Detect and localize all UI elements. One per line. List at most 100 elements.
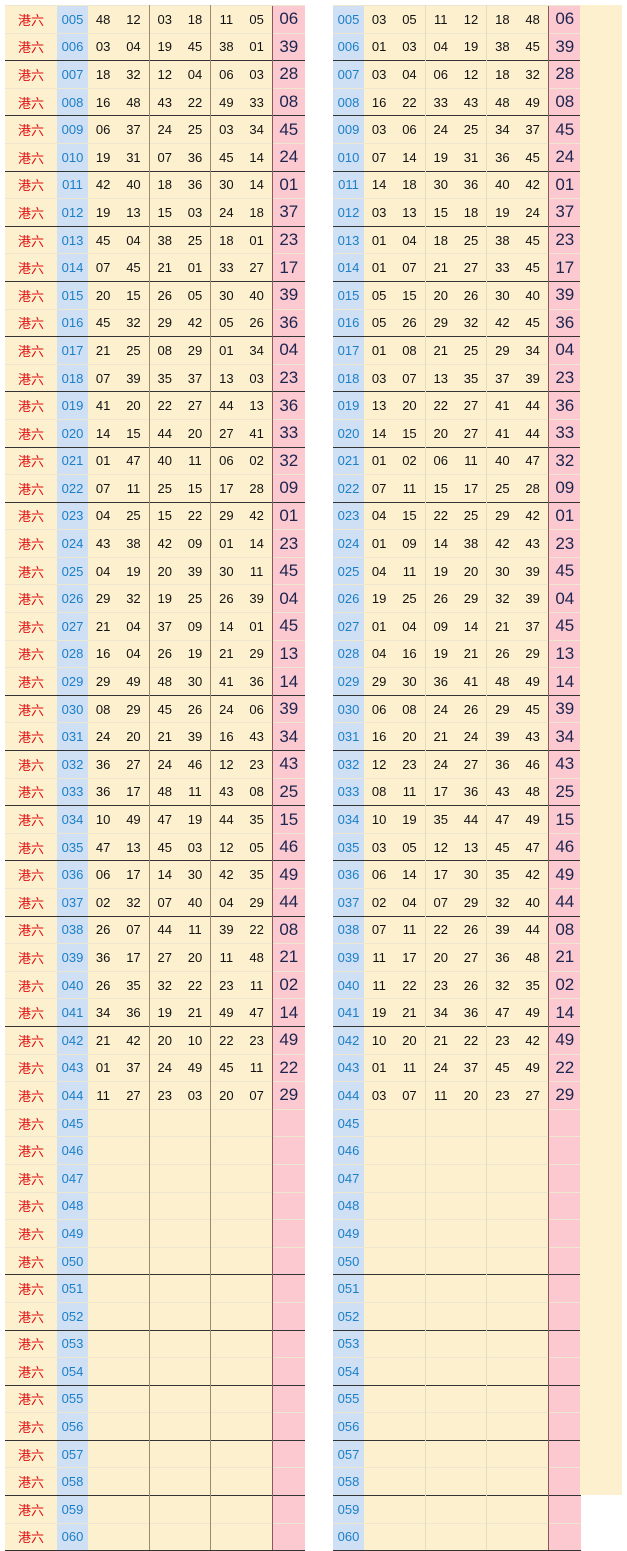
special-number: 04 xyxy=(547,336,581,365)
issue-number: 013 xyxy=(333,225,364,254)
special-number xyxy=(547,1246,581,1275)
number-cell: 49 xyxy=(179,1053,212,1082)
number-cell xyxy=(241,1274,273,1303)
issue-number: 037 xyxy=(333,888,364,917)
sorted-number-cell: 26 xyxy=(455,970,488,999)
number-cell: 36 xyxy=(179,170,212,199)
number-cell: 49 xyxy=(118,805,150,834)
issue-number: 024 xyxy=(57,529,88,558)
sorted-number-cell: 44 xyxy=(517,391,549,420)
sorted-number-cell xyxy=(425,1301,456,1330)
sorted-number-cell: 39 xyxy=(517,363,549,392)
number-cell: 05 xyxy=(210,308,242,337)
issue-number: 027 xyxy=(57,612,88,641)
special-number xyxy=(271,1357,305,1386)
sorted-number-cell: 01 xyxy=(364,529,395,558)
table-row: 港六 019 41 20 22 27 44 13 36 xyxy=(5,391,305,420)
table-row: 042 10 20 21 22 23 42 49 xyxy=(333,1025,581,1055)
sorted-number-cell: 17 xyxy=(425,860,456,889)
sorted-number-cell xyxy=(364,1357,395,1386)
number-cell xyxy=(179,1467,212,1496)
issue-number: 035 xyxy=(57,832,88,861)
sorted-number-cell: 12 xyxy=(364,750,395,779)
sorted-number-cell xyxy=(394,1136,426,1165)
sorted-number-cell: 29 xyxy=(455,584,488,613)
issue-number: 021 xyxy=(57,446,88,475)
number-cell: 24 xyxy=(149,1053,180,1082)
sorted-number-cell: 19 xyxy=(455,32,488,61)
table-row: 020 14 15 20 27 41 44 33 xyxy=(333,418,581,447)
sorted-number-cell: 25 xyxy=(455,336,488,365)
sorted-number-cell: 45 xyxy=(517,308,549,337)
sorted-number-cell xyxy=(394,1301,426,1330)
sorted-number-cell: 37 xyxy=(517,612,549,641)
sorted-number-cell: 29 xyxy=(486,694,518,723)
number-cell: 45 xyxy=(149,832,180,861)
row-label: 港六 xyxy=(5,501,57,530)
sorted-number-cell: 06 xyxy=(425,446,456,475)
sorted-number-cell: 07 xyxy=(394,1081,426,1110)
special-number: 36 xyxy=(547,308,581,337)
table-row: 港六 013 45 04 38 25 18 01 23 xyxy=(5,225,305,254)
sorted-number-cell: 04 xyxy=(364,556,395,585)
number-cell: 14 xyxy=(241,170,273,199)
special-number: 02 xyxy=(271,970,305,999)
number-cell: 35 xyxy=(241,805,273,834)
row-label: 港六 xyxy=(5,832,57,861)
special-number: 23 xyxy=(547,225,581,254)
special-number: 32 xyxy=(547,446,581,475)
sorted-number-cell: 15 xyxy=(425,198,456,227)
sorted-number-cell: 48 xyxy=(486,667,518,696)
number-cell xyxy=(179,1412,212,1441)
special-number xyxy=(547,1384,581,1413)
sorted-number-cell xyxy=(486,1384,518,1413)
number-cell: 28 xyxy=(241,474,273,503)
special-number xyxy=(547,1108,581,1137)
sorted-number-cell: 20 xyxy=(394,1025,426,1055)
number-cell: 20 xyxy=(88,280,119,310)
number-cell: 19 xyxy=(88,142,119,172)
number-cell: 45 xyxy=(179,32,212,61)
issue-number: 046 xyxy=(57,1136,88,1165)
sorted-number-cell xyxy=(425,1219,456,1248)
sorted-number-cell: 14 xyxy=(455,612,488,641)
issue-number: 040 xyxy=(333,970,364,999)
issue-number: 040 xyxy=(57,970,88,999)
number-cell: 03 xyxy=(179,1081,212,1110)
row-label: 港六 xyxy=(5,860,57,889)
table-row: 044 03 07 11 20 23 27 29 xyxy=(333,1081,581,1110)
table-row: 014 01 07 21 27 33 45 17 xyxy=(333,253,581,282)
sorted-number-cell: 06 xyxy=(364,860,395,889)
sorted-number-cell xyxy=(486,1191,518,1220)
sorted-number-cell: 36 xyxy=(425,667,456,696)
number-cell: 01 xyxy=(88,446,119,475)
number-cell xyxy=(179,1522,212,1551)
issue-number: 015 xyxy=(57,280,88,310)
number-cell: 01 xyxy=(210,336,242,365)
row-label: 港六 xyxy=(5,1246,57,1275)
number-cell: 19 xyxy=(118,556,150,585)
sorted-number-cell: 04 xyxy=(364,639,395,668)
table-row: 港六 035 47 13 45 03 12 05 46 xyxy=(5,832,305,861)
special-number: 23 xyxy=(271,363,305,392)
number-cell: 45 xyxy=(88,225,119,254)
row-label: 港六 xyxy=(5,1439,57,1468)
number-cell xyxy=(118,1384,150,1413)
table-row: 010 07 14 19 31 36 45 24 xyxy=(333,142,581,172)
number-cell xyxy=(118,1108,150,1137)
sorted-number-cell: 40 xyxy=(517,280,549,310)
issue-number: 012 xyxy=(57,198,88,227)
issue-number: 031 xyxy=(333,722,364,751)
row-label: 港六 xyxy=(5,115,57,144)
table-row: 024 01 09 14 38 42 43 23 xyxy=(333,529,581,558)
issue-number: 019 xyxy=(57,391,88,420)
number-cell: 18 xyxy=(241,198,273,227)
number-cell: 11 xyxy=(241,1053,273,1082)
sorted-number-cell: 32 xyxy=(517,60,549,89)
issue-number: 014 xyxy=(333,253,364,282)
sorted-number-cell: 01 xyxy=(364,446,395,475)
row-label: 港六 xyxy=(5,1163,57,1193)
sorted-number-cell: 41 xyxy=(455,667,488,696)
sorted-number-cell: 42 xyxy=(517,1025,549,1055)
sorted-number-cell: 15 xyxy=(425,474,456,503)
